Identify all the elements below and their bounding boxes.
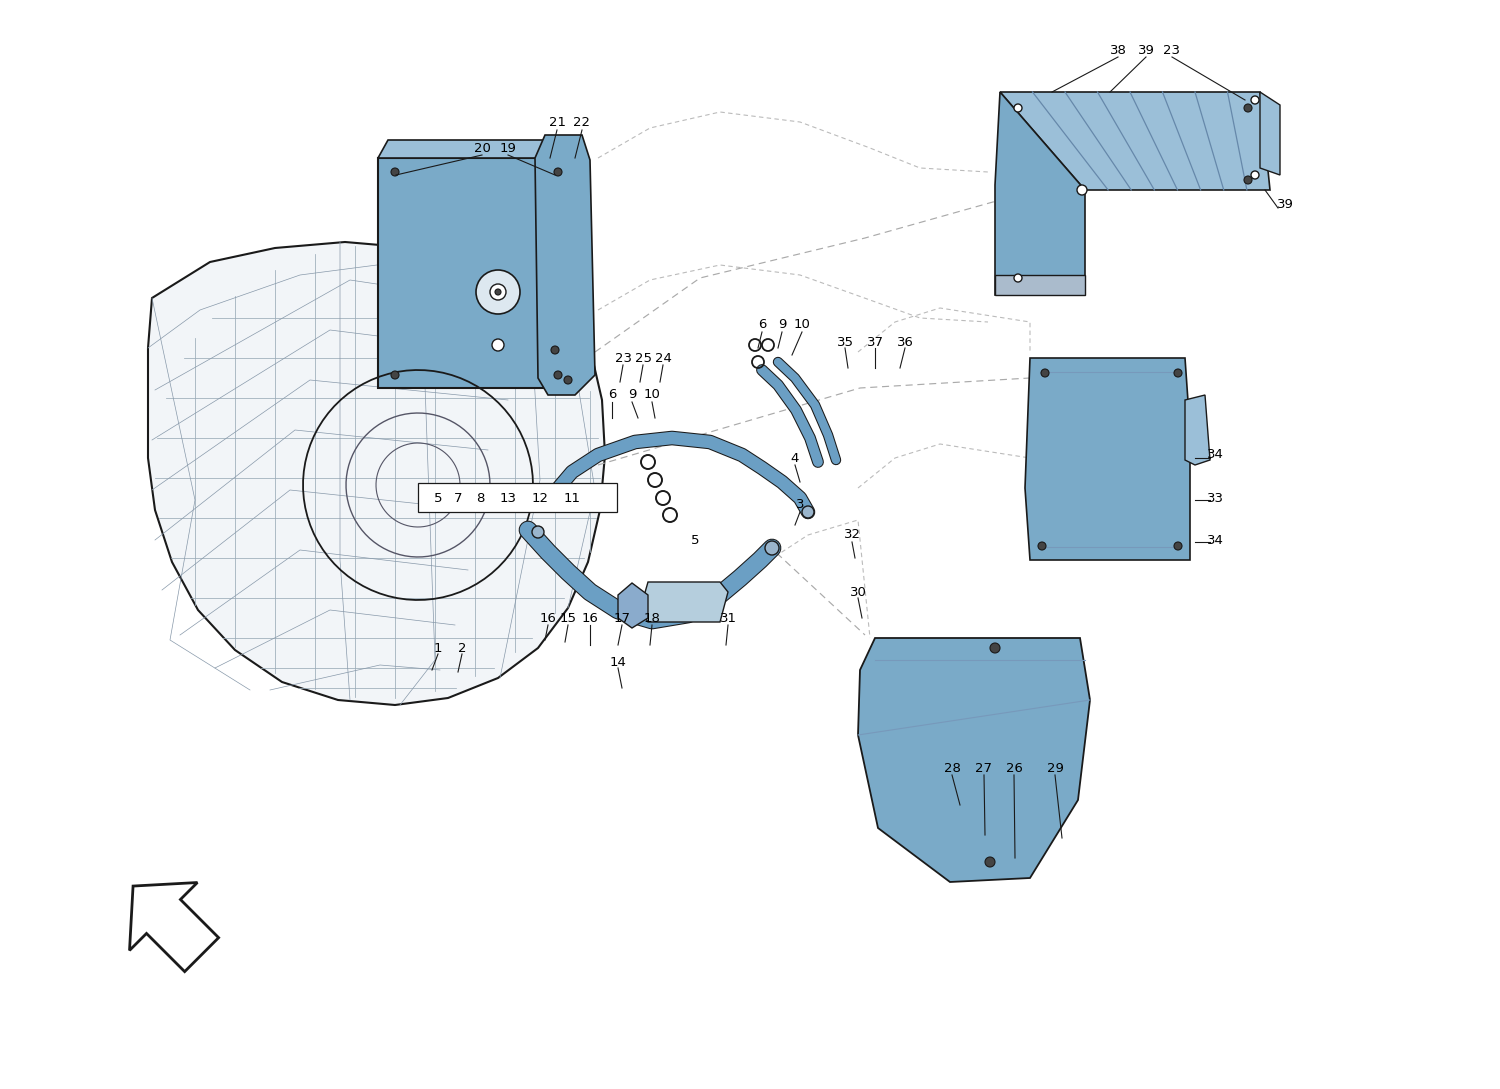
Circle shape <box>802 506 814 518</box>
Circle shape <box>1038 542 1046 550</box>
Circle shape <box>476 270 520 314</box>
Text: 16: 16 <box>582 612 598 624</box>
Circle shape <box>1244 176 1252 184</box>
Text: 28: 28 <box>944 761 960 774</box>
Text: 23: 23 <box>615 352 632 365</box>
Circle shape <box>1251 96 1258 105</box>
Text: 19: 19 <box>500 142 516 155</box>
Polygon shape <box>618 583 648 628</box>
Polygon shape <box>568 140 578 388</box>
Circle shape <box>392 371 399 379</box>
Circle shape <box>554 168 562 176</box>
Circle shape <box>532 526 544 538</box>
Text: 15: 15 <box>560 612 576 624</box>
Polygon shape <box>129 882 219 971</box>
Circle shape <box>1174 369 1182 377</box>
Text: 16: 16 <box>540 612 556 624</box>
Circle shape <box>564 376 572 384</box>
Polygon shape <box>378 140 578 158</box>
Text: 2: 2 <box>458 641 466 654</box>
Text: 5: 5 <box>690 534 699 547</box>
Polygon shape <box>1260 91 1280 175</box>
FancyBboxPatch shape <box>419 484 616 512</box>
Polygon shape <box>994 276 1084 295</box>
Text: 10: 10 <box>794 318 810 331</box>
Text: 1: 1 <box>433 641 442 654</box>
Text: 7: 7 <box>453 491 462 504</box>
Text: 25: 25 <box>634 352 651 365</box>
Text: 12: 12 <box>531 491 549 504</box>
Circle shape <box>986 857 994 867</box>
Text: 17: 17 <box>614 612 630 624</box>
Text: 10: 10 <box>644 389 660 402</box>
Circle shape <box>990 643 1000 653</box>
Text: 34: 34 <box>1206 534 1224 547</box>
Text: 4: 4 <box>790 452 800 465</box>
Text: 21: 21 <box>549 115 566 129</box>
Text: 11: 11 <box>564 491 580 504</box>
Text: 32: 32 <box>843 528 861 541</box>
Text: 6: 6 <box>608 389 616 402</box>
Polygon shape <box>1024 358 1190 560</box>
Text: 39: 39 <box>1276 198 1293 211</box>
Circle shape <box>1251 171 1258 179</box>
Text: 36: 36 <box>897 335 914 348</box>
Text: 37: 37 <box>867 335 883 348</box>
Polygon shape <box>378 158 568 388</box>
Text: 6: 6 <box>758 318 766 331</box>
Polygon shape <box>536 135 596 395</box>
Circle shape <box>490 284 506 299</box>
Polygon shape <box>858 638 1090 882</box>
Text: 3: 3 <box>795 499 804 512</box>
Circle shape <box>1244 105 1252 112</box>
Text: 9: 9 <box>628 389 636 402</box>
Text: 8: 8 <box>476 491 484 504</box>
Text: 5: 5 <box>433 491 442 504</box>
Polygon shape <box>1000 91 1270 189</box>
Text: 38: 38 <box>1110 44 1126 57</box>
Text: 20: 20 <box>474 142 490 155</box>
Text: 18: 18 <box>644 612 660 624</box>
Text: 29: 29 <box>1047 761 1064 774</box>
Circle shape <box>554 371 562 379</box>
Text: 14: 14 <box>609 656 627 669</box>
Circle shape <box>1041 369 1048 377</box>
Circle shape <box>1174 542 1182 550</box>
Circle shape <box>550 346 560 354</box>
Circle shape <box>1014 274 1022 282</box>
Text: 34: 34 <box>1206 449 1224 462</box>
Text: 22: 22 <box>573 115 591 129</box>
Text: 31: 31 <box>720 612 736 624</box>
Text: 24: 24 <box>654 352 672 365</box>
Circle shape <box>1077 185 1088 195</box>
Circle shape <box>1014 105 1022 112</box>
Polygon shape <box>1185 395 1210 465</box>
Polygon shape <box>148 242 604 705</box>
Text: 27: 27 <box>975 761 993 774</box>
Polygon shape <box>640 582 728 622</box>
Text: 23: 23 <box>1164 44 1180 57</box>
Polygon shape <box>994 91 1084 295</box>
Text: 13: 13 <box>500 491 516 504</box>
Text: 30: 30 <box>849 586 867 599</box>
Text: 9: 9 <box>778 318 786 331</box>
Circle shape <box>495 289 501 295</box>
Circle shape <box>392 168 399 176</box>
Text: 26: 26 <box>1005 761 1023 774</box>
Text: 33: 33 <box>1206 491 1224 504</box>
Text: 35: 35 <box>837 335 854 348</box>
Circle shape <box>765 541 778 555</box>
Circle shape <box>492 339 504 351</box>
Text: 39: 39 <box>1137 44 1155 57</box>
